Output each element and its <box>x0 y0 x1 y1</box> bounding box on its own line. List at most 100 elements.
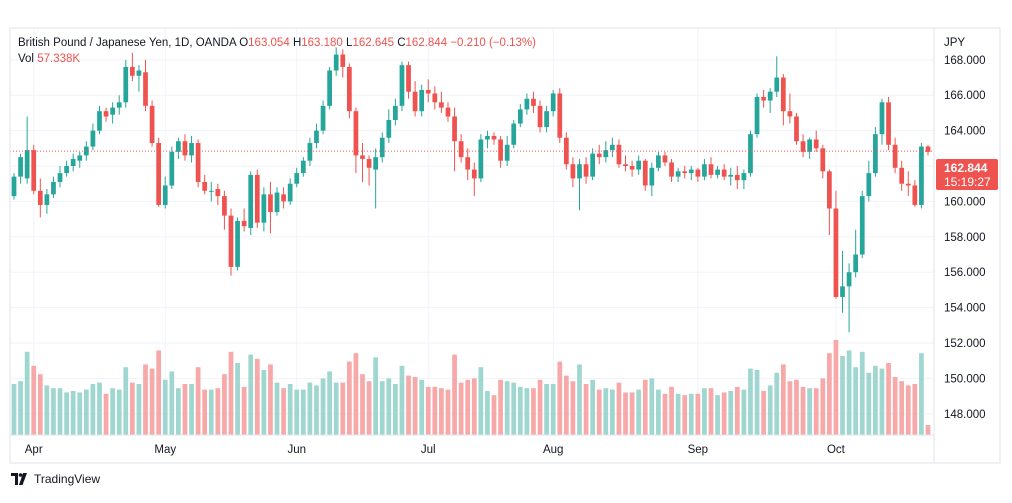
candle-body <box>90 130 96 147</box>
price-axis[interactable]: 148.000 150.000 152.000 154.000 156.000 158.0… <box>944 55 986 421</box>
volume-bar <box>853 367 859 435</box>
candle-body <box>702 164 707 177</box>
candle-body <box>333 54 339 71</box>
volume-bar <box>465 379 471 435</box>
candle-body <box>794 116 799 142</box>
candle-body <box>116 102 122 108</box>
candle-body <box>675 171 681 177</box>
symbol-title[interactable]: British Pound / Japanese Yen, 1D, OANDA <box>18 37 236 49</box>
candle-body <box>511 123 517 145</box>
volume-bar <box>912 384 918 435</box>
volume-bar <box>268 364 273 435</box>
candle-body <box>807 139 813 152</box>
volume-bar <box>57 388 63 435</box>
volume-bar <box>241 386 247 435</box>
candle-body <box>892 144 898 168</box>
candle-body <box>669 162 674 177</box>
volume-bar <box>314 385 319 435</box>
candle-body <box>636 160 642 170</box>
volume-bar <box>603 388 609 435</box>
volume-bar <box>208 389 214 435</box>
volume-bar <box>813 388 819 435</box>
candle-body <box>346 66 352 112</box>
candle-body <box>202 181 208 191</box>
candle-body <box>570 164 576 179</box>
volume-bar <box>254 358 260 435</box>
low-value: 162.645 <box>352 37 395 49</box>
candle-body <box>294 173 300 184</box>
candle-body <box>235 220 240 267</box>
candle-body <box>103 111 109 117</box>
volume-bar <box>195 367 201 435</box>
volume-bar <box>695 393 701 435</box>
volume-bar <box>360 374 365 435</box>
candle-body <box>787 111 793 117</box>
candle-body <box>189 143 194 156</box>
volume-bar <box>320 378 326 435</box>
volume-bar <box>169 371 175 435</box>
price-tick-label: 166.000 <box>944 90 986 102</box>
candle-body <box>524 98 530 110</box>
candle-body <box>31 150 37 191</box>
volume-bar <box>51 388 56 435</box>
candle-body <box>820 148 826 172</box>
time-tick-label: Aug <box>543 444 563 456</box>
volume-bar <box>754 370 760 435</box>
volume-bar <box>866 372 872 435</box>
candle-body <box>70 158 76 167</box>
candle-body <box>485 135 490 140</box>
candle-body <box>859 196 865 255</box>
candle-body <box>254 174 260 223</box>
candle-body <box>182 141 188 156</box>
volume-bar <box>129 382 135 435</box>
volume-bar <box>162 379 168 435</box>
volume-bar <box>287 384 293 435</box>
candle-body <box>419 89 425 112</box>
volume-bar <box>366 381 372 435</box>
volume-bar <box>656 389 661 435</box>
candle-body <box>143 72 148 106</box>
volume-bar <box>537 379 543 435</box>
volume-bar <box>780 364 786 435</box>
volume-bar <box>386 378 392 435</box>
candle-body <box>623 164 628 167</box>
volume-bar <box>761 391 766 435</box>
candle-body <box>517 109 523 124</box>
tradingview-logo[interactable]: TradingView <box>11 472 100 486</box>
volume-bar <box>235 363 240 435</box>
chart-frame <box>9 27 1001 464</box>
tradingview-logo-icon <box>11 473 27 485</box>
candle-body <box>149 105 155 144</box>
volume-bar <box>524 388 530 435</box>
volume-value: 57.338K <box>37 53 81 65</box>
change-value: −0.210 (−0.13%) <box>450 37 536 49</box>
candle-body <box>603 150 609 158</box>
volume-bar <box>103 393 109 435</box>
candle-body <box>195 143 201 182</box>
volume-bar <box>294 389 300 435</box>
volume-bar <box>452 354 457 435</box>
time-tick-label: Jun <box>287 444 306 456</box>
candle-body <box>248 174 254 228</box>
candle-body <box>728 174 734 177</box>
candle-body <box>886 102 891 145</box>
time-axis[interactable]: Apr May Jun Jul Aug Sep Oct <box>25 444 846 456</box>
candle-body <box>583 164 589 177</box>
candle-body <box>800 141 806 152</box>
candle-body <box>767 91 773 101</box>
candle-body <box>281 194 286 202</box>
current-price-badge: 162.844 15:19:27 <box>936 159 998 190</box>
candle-body <box>899 167 905 184</box>
volume-bar <box>406 375 411 435</box>
volume-bar <box>248 354 254 435</box>
volume-label: Vol <box>18 53 34 65</box>
volume-bar <box>149 368 155 435</box>
candle-body <box>563 137 569 165</box>
volume-bar <box>925 425 931 435</box>
volume-bar <box>373 357 379 435</box>
candle-body <box>215 189 221 197</box>
price-tick-label: 150.000 <box>944 373 986 385</box>
candle-body <box>44 194 50 205</box>
